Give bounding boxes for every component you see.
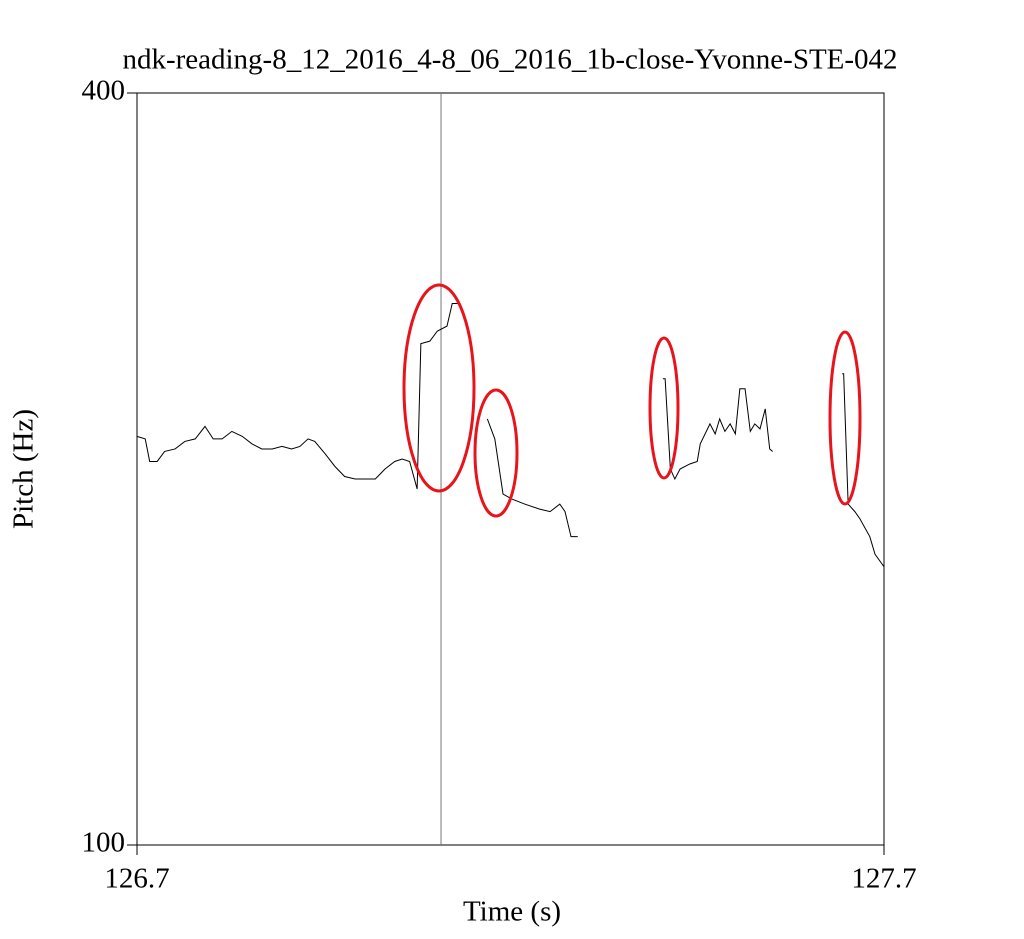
y-axis-label: Pitch (Hz) xyxy=(8,409,40,529)
highlight-ellipse xyxy=(402,283,476,493)
pitch-line xyxy=(136,303,885,568)
chart-title: ndk-reading-8_12_2016_4-8_06_2016_1b-clo… xyxy=(122,44,897,76)
x-tick-label: 126.7 xyxy=(104,863,169,895)
x-tick-label: 127.7 xyxy=(851,863,916,895)
annotations xyxy=(402,283,862,518)
highlight-ellipse xyxy=(828,330,862,506)
highlight-ellipse xyxy=(473,388,519,518)
highlight-ellipse xyxy=(648,336,680,480)
y-tick-label: 100 xyxy=(82,827,126,859)
y-tick-label: 400 xyxy=(82,75,126,107)
plot-frame xyxy=(136,92,885,846)
x-axis-label: Time (s) xyxy=(463,896,561,928)
